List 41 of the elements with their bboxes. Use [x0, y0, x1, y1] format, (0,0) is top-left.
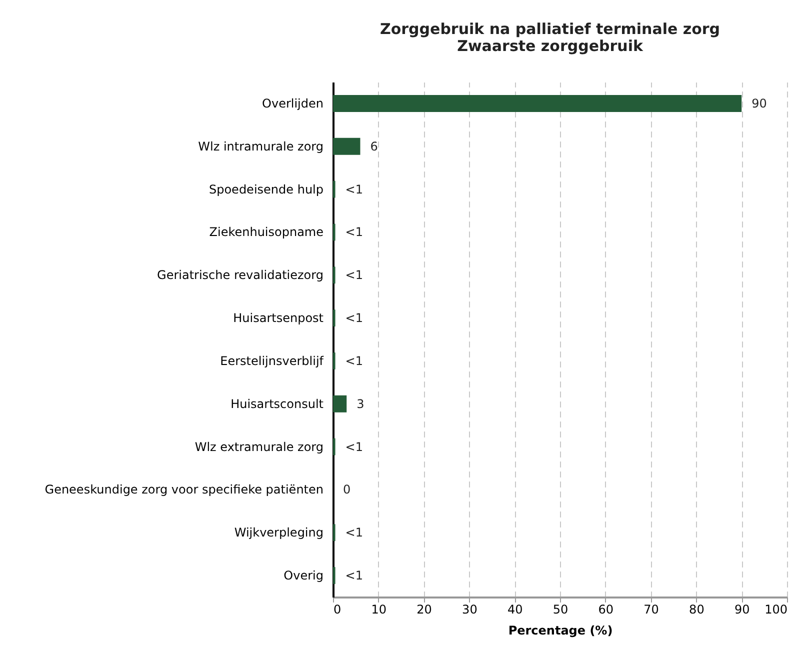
- x-tick-label: 40: [507, 602, 523, 616]
- x-tick-label: 0: [334, 602, 342, 616]
- data-label: <1: [345, 354, 363, 368]
- x-tick-label: 90: [734, 602, 750, 616]
- data-label: 6: [370, 139, 378, 154]
- data-label: <1: [345, 182, 363, 196]
- x-tick-label: 70: [644, 602, 659, 616]
- x-tick-label: 30: [462, 602, 478, 616]
- data-label: <1: [345, 568, 363, 583]
- data-label: 90: [752, 96, 767, 110]
- y-tick-label: Overig: [284, 568, 324, 583]
- bar: [333, 395, 347, 412]
- data-label: <1: [345, 440, 363, 454]
- y-tick-label: Eerstelijnsverblijf: [220, 354, 324, 368]
- text: Zwaarste zorggebruik: [457, 37, 643, 55]
- y-tick-label: Wlz intramurale zorg: [198, 139, 324, 154]
- data-label: <1: [345, 526, 363, 540]
- text: Zorggebruik na palliatief terminale zorg: [380, 20, 720, 38]
- bar: [333, 138, 360, 155]
- y-tick-label: Spoedeisende hulp: [208, 182, 324, 196]
- x-tick-label: 60: [598, 602, 614, 616]
- y-tick-label: Huisartsconsult: [230, 396, 324, 411]
- data-label: <1: [345, 225, 363, 240]
- bar: [333, 94, 742, 112]
- y-tick-label: Ziekenhuisopname: [209, 225, 324, 240]
- y-tick-label: Overlijden: [262, 96, 324, 110]
- x-tick-label: 50: [552, 602, 568, 616]
- y-tick-label: Huisartsenpost: [233, 311, 324, 326]
- x-axis-title: Percentage (%): [508, 624, 613, 638]
- y-tick-label: Wijkverpleging: [234, 526, 324, 540]
- data-label: <1: [345, 311, 363, 326]
- data-label: 3: [356, 396, 364, 411]
- x-tick-label: 20: [416, 602, 432, 616]
- y-tick-label: Geriatrische revalidatiezorg: [157, 268, 324, 282]
- x-tick-label: 80: [689, 602, 704, 616]
- data-label: <1: [345, 268, 363, 282]
- x-tick-label: 10: [371, 602, 387, 616]
- data-label: 0: [343, 482, 351, 497]
- y-tick-label: Geneeskundige zorg voor specifieke patiënten: [44, 482, 324, 497]
- x-tick-label: 100: [764, 602, 788, 616]
- y-tick-label: Wlz extramurale zorg: [194, 440, 324, 454]
